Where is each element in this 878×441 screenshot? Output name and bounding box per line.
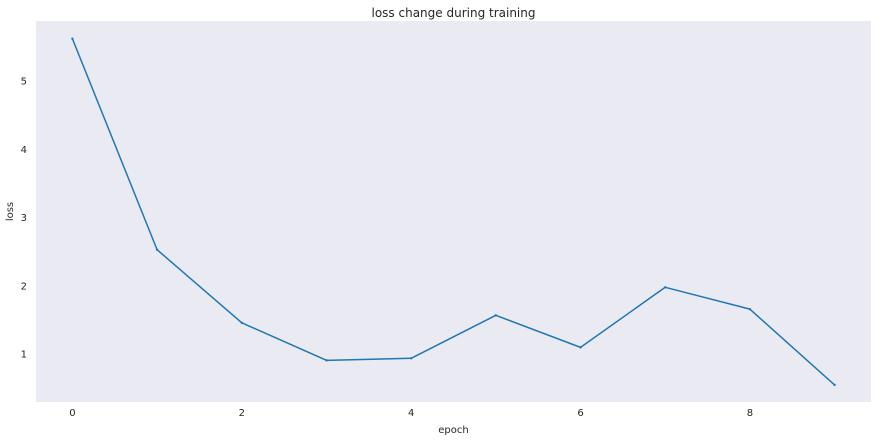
data-point bbox=[664, 286, 667, 289]
data-point bbox=[833, 383, 836, 387]
data-point bbox=[325, 359, 328, 362]
y-axis-ticks: 1 2 3 4 5 bbox=[21, 77, 27, 361]
data-point bbox=[155, 248, 159, 251]
data-point bbox=[240, 321, 243, 324]
x-axis-ticks: 0 2 4 6 8 bbox=[69, 408, 753, 419]
data-point bbox=[71, 37, 74, 40]
series-line-loss bbox=[71, 38, 836, 386]
data-point bbox=[748, 307, 752, 311]
data-point bbox=[494, 314, 498, 317]
y-tick-label: 5 bbox=[21, 77, 27, 88]
x-tick-label: 4 bbox=[408, 408, 414, 419]
y-tick-label: 4 bbox=[21, 145, 27, 156]
data-point bbox=[579, 346, 582, 349]
x-tick-label: 6 bbox=[577, 408, 583, 419]
y-tick-label: 1 bbox=[21, 350, 27, 361]
x-tick-label: 0 bbox=[69, 408, 75, 419]
x-tick-label: 8 bbox=[747, 408, 753, 419]
y-tick-label: 3 bbox=[21, 213, 27, 224]
chart-title: loss change during training bbox=[372, 6, 536, 20]
plot-area bbox=[36, 21, 871, 402]
series-points bbox=[71, 37, 836, 387]
x-tick-label: 2 bbox=[239, 408, 245, 419]
y-tick-label: 2 bbox=[21, 281, 27, 292]
x-axis-label: epoch bbox=[438, 425, 468, 436]
y-axis-label: loss bbox=[5, 202, 16, 221]
data-point bbox=[409, 357, 413, 360]
